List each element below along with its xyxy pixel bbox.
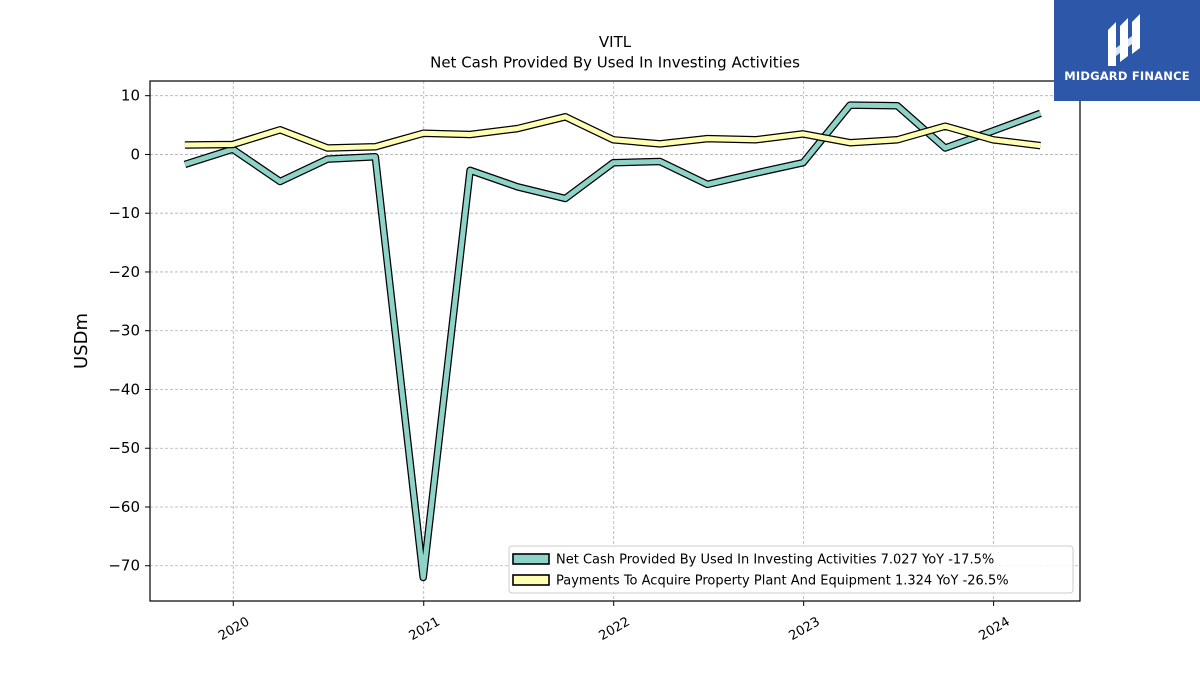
y-tick-label: −70 [108, 557, 140, 575]
legend-label: Net Cash Provided By Used In Investing A… [556, 553, 994, 568]
chart-title: VITL [599, 33, 632, 51]
y-tick-label: −50 [108, 439, 140, 457]
y-tick-label: −40 [108, 380, 140, 398]
brand-mark-icon [1108, 14, 1140, 66]
brand-name: MIDGARD FINANCE [1064, 69, 1190, 83]
series-1 [183, 101, 1042, 582]
x-tick-label: 2023 [786, 614, 822, 644]
x-tick-label: 2021 [407, 614, 443, 644]
series-line [184, 114, 1041, 151]
y-tick-label: −30 [108, 322, 140, 340]
legend: Net Cash Provided By Used In Investing A… [508, 545, 1074, 594]
y-axis-label: USDm [71, 313, 92, 369]
series-2 [184, 113, 1041, 152]
y-tick-label: −10 [108, 204, 140, 222]
brand-logo: MIDGARD FINANCE [1054, 0, 1200, 101]
legend-label: Payments To Acquire Property Plant And E… [556, 574, 1009, 589]
series-line [184, 102, 1042, 580]
x-tick-label: 2020 [216, 614, 252, 644]
y-tick-label: 0 [130, 145, 140, 163]
series-layer [183, 101, 1042, 582]
x-tick-label: 2024 [976, 614, 1012, 644]
plot-frame [149, 80, 1081, 602]
chart-subtitle: Net Cash Provided By Used In Investing A… [430, 54, 800, 72]
y-tick-label: −20 [108, 263, 140, 281]
legend-swatch [512, 553, 550, 565]
legend-box [508, 545, 1074, 594]
y-tick-label: 10 [121, 87, 140, 105]
x-tick-label: 2022 [597, 614, 633, 644]
y-tick-label: −60 [108, 498, 140, 516]
legend-swatch [512, 574, 550, 586]
